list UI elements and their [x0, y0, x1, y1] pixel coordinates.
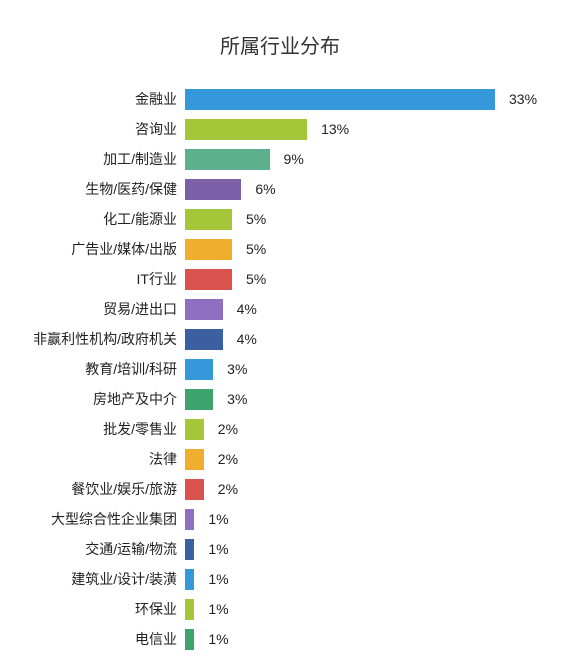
bar-label: 房地产及中介	[10, 389, 185, 409]
bar-value: 5%	[246, 211, 266, 227]
bar	[185, 389, 213, 410]
bar-area: 13%	[185, 119, 550, 140]
bar	[185, 569, 194, 590]
bar-label: 贸易/进出口	[10, 299, 185, 319]
bar	[185, 119, 307, 140]
chart-row: 化工/能源业 5%	[10, 204, 550, 234]
bar-label: 教育/培训/科研	[10, 359, 185, 379]
bar-area: 1%	[185, 629, 550, 650]
chart-row: 咨询业 13%	[10, 114, 550, 144]
bar-area: 2%	[185, 419, 550, 440]
bar-value: 4%	[237, 301, 257, 317]
bar-value: 1%	[208, 631, 228, 647]
bar-area: 9%	[185, 149, 550, 170]
bar-label: 电信业	[10, 629, 185, 649]
bar-value: 3%	[227, 391, 247, 407]
bar	[185, 269, 232, 290]
chart-row: 建筑业/设计/装潢 1%	[10, 564, 550, 594]
bar	[185, 599, 194, 620]
bar-area: 1%	[185, 599, 550, 620]
bar-value: 1%	[208, 541, 228, 557]
bar-label: 批发/零售业	[10, 419, 185, 439]
bar	[185, 179, 241, 200]
chart-rows: 金融业33%咨询业13%加工/制造业9%生物/医药/保健6%化工/能源业5%广告…	[10, 84, 550, 654]
bar-label: 环保业	[10, 599, 185, 619]
bar-value: 5%	[246, 271, 266, 287]
chart-row: 生物/医药/保健 6%	[10, 174, 550, 204]
chart-row: 加工/制造业 9%	[10, 144, 550, 174]
bar	[185, 239, 232, 260]
chart-row: 房地产及中介 3%	[10, 384, 550, 414]
bar-value: 2%	[218, 421, 238, 437]
bar-area: 5%	[185, 209, 550, 230]
bar-label: 加工/制造业	[10, 149, 185, 169]
bar	[185, 509, 194, 530]
bar-area: 6%	[185, 179, 550, 200]
bar-area: 1%	[185, 569, 550, 590]
bar-area: 1%	[185, 509, 550, 530]
bar	[185, 479, 204, 500]
bar-area: 5%	[185, 269, 550, 290]
bar	[185, 329, 223, 350]
bar	[185, 629, 194, 650]
bar-value: 6%	[255, 181, 275, 197]
industry-distribution-chart: 所属行业分布 金融业 33% 咨询业 13% 加工/制造业 9% 生物/医药/保健 6% 化工/…	[0, 0, 580, 663]
bar	[185, 89, 495, 110]
bar-area: 4%	[185, 329, 550, 350]
bar-value: 9%	[284, 151, 304, 167]
bar-label: 化工/能源业	[10, 209, 185, 229]
chart-row: 电信业 1%	[10, 624, 550, 654]
bar-label: IT行业	[10, 269, 185, 289]
chart-row: 教育/培训/科研 3%	[10, 354, 550, 384]
chart-row: 非赢利性机构/政府机关 4%	[10, 324, 550, 354]
chart-title: 所属行业分布	[10, 30, 550, 59]
bar-value: 1%	[208, 601, 228, 617]
bar-value: 13%	[321, 121, 349, 137]
bar-value: 5%	[246, 241, 266, 257]
bar-label: 广告业/媒体/出版	[10, 239, 185, 259]
chart-row: 贸易/进出口 4%	[10, 294, 550, 324]
bar-label: 金融业	[10, 89, 185, 109]
chart-row: 大型综合性企业集团 1%	[10, 504, 550, 534]
bar-label: 咨询业	[10, 119, 185, 139]
bar	[185, 359, 213, 380]
bar	[185, 299, 223, 320]
bar	[185, 209, 232, 230]
bar-value: 2%	[218, 451, 238, 467]
bar-label: 非赢利性机构/政府机关	[10, 329, 185, 349]
chart-row: 法律 2%	[10, 444, 550, 474]
bar-area: 2%	[185, 479, 550, 500]
bar-area: 5%	[185, 239, 550, 260]
bar-value: 2%	[218, 481, 238, 497]
bar-area: 3%	[185, 389, 550, 410]
bar-label: 法律	[10, 449, 185, 469]
bar-label: 大型综合性企业集团	[10, 509, 185, 529]
chart-row: 环保业 1%	[10, 594, 550, 624]
bar	[185, 539, 194, 560]
bar-label: 餐饮业/娱乐/旅游	[10, 479, 185, 499]
chart-row: 交通/运输/物流 1%	[10, 534, 550, 564]
bar-label: 建筑业/设计/装潢	[10, 569, 185, 589]
bar-value: 3%	[227, 361, 247, 377]
bar-label: 生物/医药/保健	[10, 179, 185, 199]
bar-label: 交通/运输/物流	[10, 539, 185, 559]
bar	[185, 419, 204, 440]
bar-value: 1%	[208, 571, 228, 587]
chart-row: 广告业/媒体/出版 5%	[10, 234, 550, 264]
bar	[185, 449, 204, 470]
bar-value: 4%	[237, 331, 257, 347]
chart-row: IT行业 5%	[10, 264, 550, 294]
bar-area: 2%	[185, 449, 550, 470]
chart-row: 餐饮业/娱乐/旅游 2%	[10, 474, 550, 504]
bar-area: 1%	[185, 539, 550, 560]
bar	[185, 149, 270, 170]
bar-area: 33%	[185, 89, 550, 110]
bar-value: 1%	[208, 511, 228, 527]
chart-row: 金融业 33%	[10, 84, 550, 114]
bar-area: 4%	[185, 299, 550, 320]
bar-value: 33%	[509, 91, 537, 107]
chart-row: 批发/零售业 2%	[10, 414, 550, 444]
bar-area: 3%	[185, 359, 550, 380]
